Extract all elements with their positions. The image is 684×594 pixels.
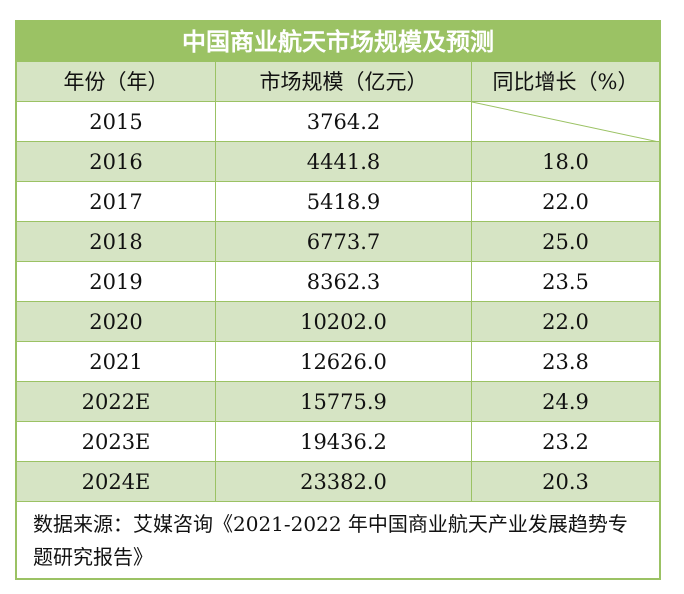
table-row-cell-2: 19436.2 <box>216 422 472 461</box>
table-row: 2017 5418.9 22.0 <box>17 182 659 222</box>
table-row-cell-1: 2022E <box>17 382 216 421</box>
table-row: 2023E 19436.2 23.2 <box>17 422 659 462</box>
table-row-cell-1: 2016 <box>17 142 216 181</box>
table-row: 2020 10202.0 22.0 <box>17 302 659 342</box>
table-row-cell-2: 8362.3 <box>216 262 472 301</box>
table-row-cell-2: 10202.0 <box>216 302 472 341</box>
table-row-cell-3: 18.0 <box>542 150 589 174</box>
table-row: 2021 12626.0 23.8 <box>17 342 659 382</box>
table-row-cell-2: 6773.7 <box>216 222 472 261</box>
data-source-note: 数据来源：艾媒咨询《2021-2022 年中国商业航天产业发展趋势专题研究报告》 <box>33 512 628 569</box>
header-row-cell-2: 市场规模（亿元） <box>216 62 472 101</box>
table-row: 2019 8362.3 23.5 <box>17 262 659 302</box>
table-title: 中国商业航天市场规模及预测 <box>17 22 659 62</box>
table-row-cell-1: 2023E <box>17 422 216 461</box>
header-row: 年份（年） 市场规模（亿元） 同比增长（%） <box>17 62 659 102</box>
table-row-cell-1: 2019 <box>17 262 216 301</box>
table-row: 2018 6773.7 25.0 <box>17 222 659 262</box>
table-row: 2015 3764.2 <box>17 102 659 142</box>
table-row-cell-1: 2024E <box>17 462 216 501</box>
table-row: 2016 4441.8 18.0 <box>17 142 659 182</box>
table-row-cell-2: 12626.0 <box>216 342 472 381</box>
header-row-cell-1: 年份（年） <box>17 62 216 101</box>
table-row-cell-3: 23.5 <box>542 270 589 294</box>
table-row-cell-1: 2017 <box>17 182 216 221</box>
table-row-cell-1: 2018 <box>17 222 216 261</box>
table-row-cell-3: 22.0 <box>542 190 589 214</box>
table-row-cell-2: 4441.8 <box>216 142 472 181</box>
table-row-cell-2: 3764.2 <box>216 102 472 141</box>
market-size-table: 中国商业航天市场规模及预测 年份（年） 市场规模（亿元） 同比增长（%） 2015 37… <box>15 20 661 580</box>
table-row-cell-3: 20.3 <box>542 470 589 494</box>
empty-cell-diagonal <box>472 102 659 142</box>
table-row-cell-3: 22.0 <box>542 310 589 334</box>
table-row-cell-3: 23.8 <box>542 350 589 374</box>
table-row: 2022E 15775.9 24.9 <box>17 382 659 422</box>
table-row-cell-2: 23382.0 <box>216 462 472 501</box>
table-row: 2024E 23382.0 20.3 <box>17 462 659 502</box>
table-row-cell-3: 24.9 <box>542 390 589 414</box>
table-row-cell-1: 2021 <box>17 342 216 381</box>
table-row-cell-3: 23.2 <box>542 430 589 454</box>
table-row-cell-3: 25.0 <box>542 230 589 254</box>
table-row-cell-2: 5418.9 <box>216 182 472 221</box>
table-row-cell-2: 15775.9 <box>216 382 472 421</box>
table-row-cell-1: 2020 <box>17 302 216 341</box>
table-row-cell-1: 2015 <box>17 102 216 141</box>
header-row-cell-3: 同比增长（%） <box>492 70 639 94</box>
table-row-cell-3 <box>472 102 659 142</box>
